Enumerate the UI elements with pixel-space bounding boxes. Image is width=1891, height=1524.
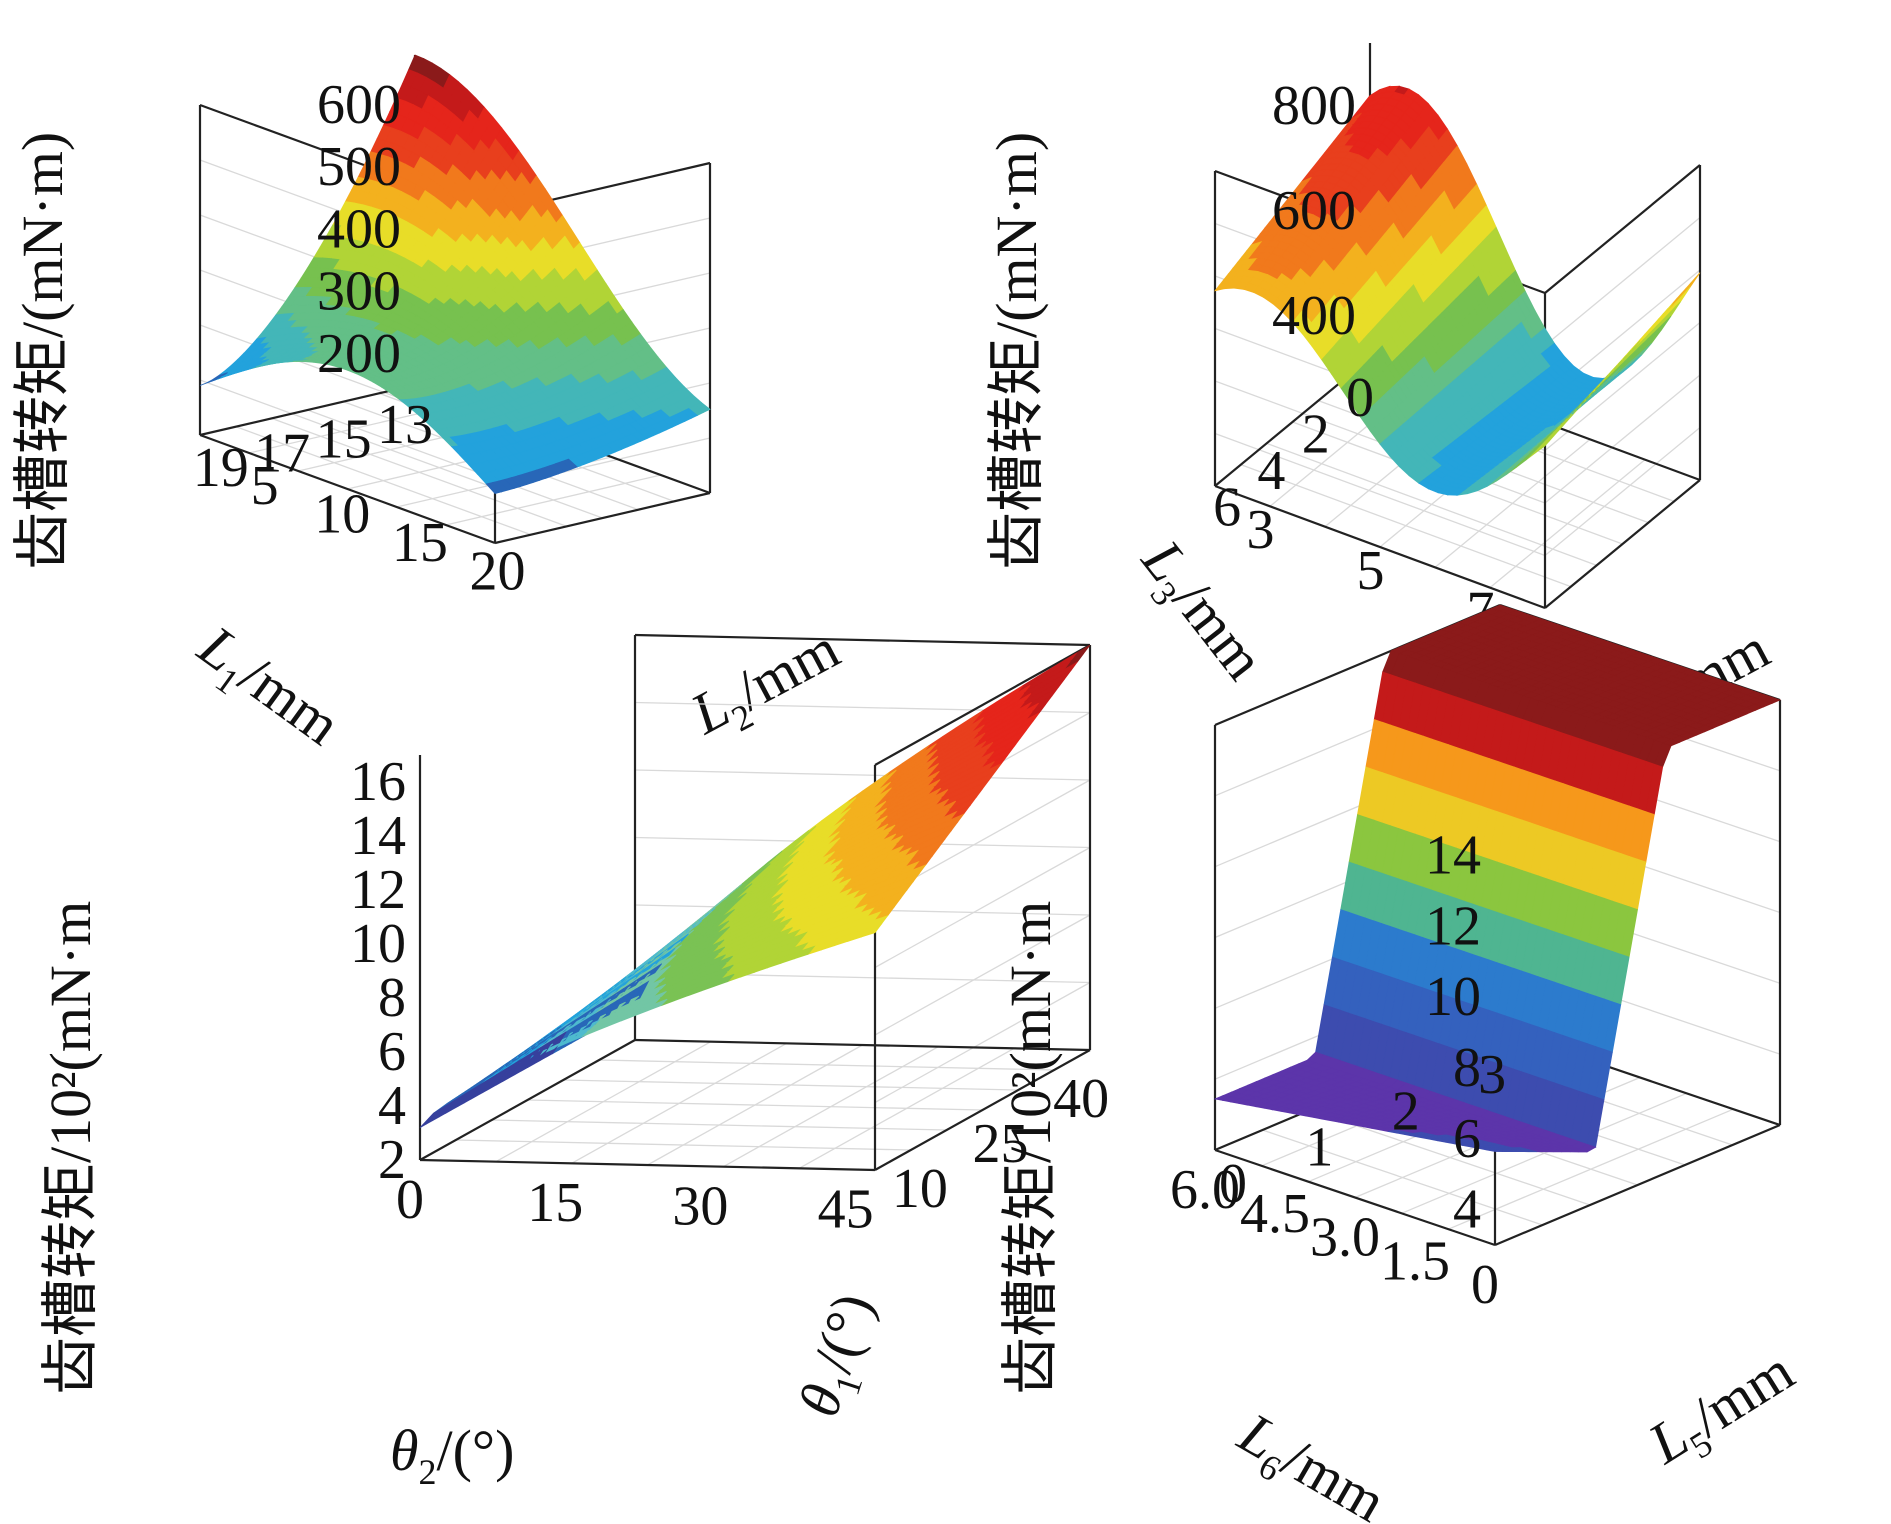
z-tick-label: 4 bbox=[378, 1075, 406, 1137]
z-tick-label: 400 bbox=[1272, 285, 1356, 347]
chart-1-x-axis-label: L1/mm bbox=[181, 612, 352, 765]
chart-2-z-axis-label: 齿槽转矩/(mN·m) bbox=[984, 132, 1049, 570]
axis-edge bbox=[1544, 479, 1701, 609]
grid-line bbox=[1240, 464, 1572, 588]
y-tick-label: 5 bbox=[1357, 540, 1385, 602]
y-tick-label: 5 bbox=[251, 455, 279, 517]
z-tick-label: 10 bbox=[1425, 966, 1481, 1028]
y-tick-label: 10 bbox=[314, 483, 370, 545]
chart-1-surface bbox=[199, 54, 711, 494]
chart-1-z-axis-label: 齿槽转矩/(mN·m) bbox=[10, 132, 75, 570]
grid-line bbox=[1544, 216, 1701, 347]
surface-patch bbox=[199, 379, 216, 386]
grid-line bbox=[199, 379, 496, 489]
z-tick-label: 200 bbox=[317, 323, 401, 385]
axis-edge bbox=[419, 1158, 876, 1172]
z-tick-label: 800 bbox=[1272, 75, 1356, 137]
z-tick-label: 8 bbox=[378, 967, 406, 1029]
z-tick-label: 8 bbox=[1453, 1037, 1481, 1099]
x-tick-label: 15 bbox=[316, 408, 372, 470]
chart-3-y-axis-label: θ1/(°) bbox=[786, 1286, 895, 1427]
x-tick-label: 13 bbox=[377, 394, 433, 456]
x-tick-label: 0 bbox=[1471, 1254, 1499, 1316]
z-tick-label: 6 bbox=[378, 1021, 406, 1083]
axis-edge bbox=[1544, 164, 1701, 294]
z-tick-label: 14 bbox=[1425, 824, 1481, 886]
x-tick-label: 6 bbox=[1213, 477, 1241, 539]
axis-edge bbox=[199, 383, 416, 437]
z-tick-label: 600 bbox=[317, 74, 401, 136]
y-tick-label: 3 bbox=[1247, 499, 1275, 561]
x-tick-label: 45 bbox=[818, 1179, 874, 1241]
grid-line bbox=[599, 1059, 1055, 1071]
chart-3-z-axis-label: 齿槽转矩/10²(mN·m bbox=[38, 901, 103, 1395]
x-tick-label: 0 bbox=[1346, 367, 1374, 429]
grid-line bbox=[1489, 459, 1646, 589]
chart-4-y-axis-label: L5/mm bbox=[1637, 1338, 1810, 1484]
grid-line bbox=[445, 474, 661, 526]
grid-line bbox=[563, 1079, 1019, 1091]
z-tick-label: 4 bbox=[1453, 1179, 1481, 1241]
x-tick-label: 3.0 bbox=[1310, 1207, 1380, 1269]
y-tick-label: 10 bbox=[892, 1158, 948, 1220]
x-tick-label: 15 bbox=[527, 1172, 583, 1234]
chart-3-x-axis-label: θ2/(°) bbox=[390, 1418, 514, 1492]
y-tick-label: 15 bbox=[392, 512, 448, 574]
axis-edge bbox=[494, 491, 711, 545]
grid-line bbox=[527, 1099, 983, 1111]
grid-line bbox=[634, 769, 1091, 781]
z-tick-label: 6 bbox=[1453, 1108, 1481, 1170]
z-tick-label: 16 bbox=[350, 751, 406, 813]
grid-line bbox=[1544, 426, 1701, 557]
y-tick-label: 3 bbox=[1478, 1044, 1506, 1106]
x-tick-label: 0 bbox=[396, 1169, 424, 1231]
z-tick-label: 400 bbox=[317, 198, 401, 260]
z-tick-label: 10 bbox=[350, 913, 406, 975]
chart-4-z-axis-label: 齿槽转矩/10²(mN·m bbox=[998, 901, 1063, 1395]
x-tick-label: 4 bbox=[1257, 440, 1285, 502]
axis-edge bbox=[634, 633, 1091, 647]
z-tick-label: 500 bbox=[317, 136, 401, 198]
x-tick-label: 19 bbox=[193, 437, 249, 499]
chart-4-x-axis-label: L6/mm bbox=[1223, 1399, 1396, 1524]
z-tick-label: 14 bbox=[350, 805, 406, 867]
z-tick-label: 600 bbox=[1272, 180, 1356, 242]
z-tick-label: 12 bbox=[350, 859, 406, 921]
x-tick-label: 1.5 bbox=[1380, 1230, 1450, 1292]
x-tick-label: 2 bbox=[1302, 404, 1330, 466]
axis-edge bbox=[199, 433, 496, 545]
y-tick-label: 2 bbox=[1392, 1080, 1420, 1142]
y-tick-label: 20 bbox=[469, 540, 525, 602]
y-tick-label: 1 bbox=[1305, 1117, 1333, 1179]
y-tick-label: 0 bbox=[1219, 1153, 1247, 1215]
surface-patch bbox=[485, 482, 503, 494]
x-tick-label: 30 bbox=[672, 1175, 728, 1237]
z-tick-label: 300 bbox=[317, 261, 401, 323]
x-tick-label: 4.5 bbox=[1240, 1183, 1310, 1245]
z-tick-label: 12 bbox=[1425, 895, 1481, 957]
